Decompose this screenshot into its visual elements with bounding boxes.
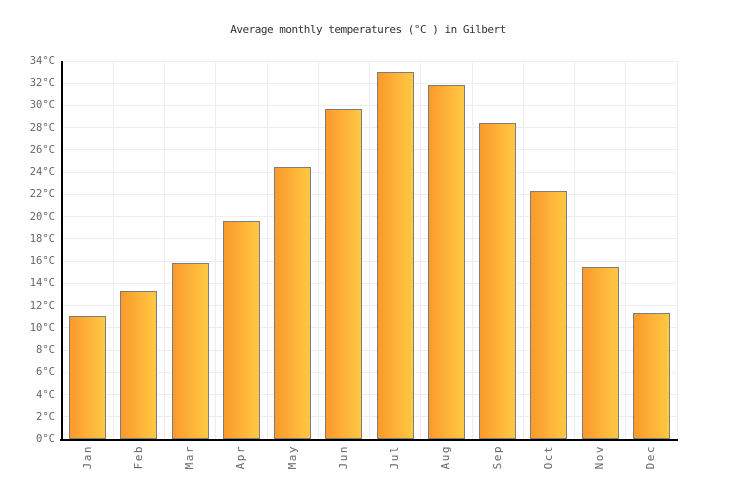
v-gridline: [625, 61, 627, 441]
x-axis-label-jan: Jan: [80, 445, 94, 470]
temp-bar-may: [274, 166, 312, 439]
v-gridline: [266, 61, 268, 441]
temp-bar-jul: [376, 72, 414, 439]
v-gridline: [215, 61, 217, 441]
x-axis-label-mar: Mar: [183, 445, 197, 470]
x-axis-label-aug: Aug: [439, 445, 453, 470]
h-gridline: [62, 193, 677, 195]
temp-bar-dec: [632, 313, 670, 439]
y-axis-label: 26°C: [29, 143, 55, 156]
v-gridline: [112, 61, 114, 441]
h-gridline: [62, 171, 677, 173]
v-gridline: [317, 61, 319, 441]
v-gridline: [471, 61, 473, 441]
v-gridline: [522, 61, 524, 441]
x-axis-label-sep: Sep: [490, 445, 504, 470]
y-axis-label: 16°C: [29, 255, 55, 268]
y-axis-label: 34°C: [29, 55, 55, 67]
temp-bar-jan: [69, 315, 107, 439]
y-axis-line: [61, 61, 63, 441]
h-gridline: [62, 82, 677, 84]
v-gridline: [676, 61, 678, 441]
x-axis-label-oct: Oct: [541, 445, 555, 470]
x-axis-label-jun: Jun: [336, 445, 350, 470]
temp-bar-feb: [120, 291, 158, 439]
y-axis-label: 18°C: [29, 232, 55, 245]
h-gridline: [62, 216, 677, 218]
h-gridline: [62, 127, 677, 129]
y-axis-label: 4°C: [36, 388, 55, 401]
y-axis-label: 2°C: [36, 410, 55, 423]
y-axis-label: 12°C: [29, 299, 55, 312]
y-axis-label: 0°C: [36, 433, 55, 445]
temp-bar-oct: [530, 191, 568, 439]
x-axis-label-dec: Dec: [644, 445, 658, 470]
v-gridline: [420, 61, 422, 441]
temp-bar-apr: [222, 221, 260, 439]
y-axis-label: 8°C: [36, 344, 55, 357]
v-gridline: [369, 61, 370, 441]
temp-bar-aug: [427, 85, 465, 439]
y-axis-label: 10°C: [29, 321, 55, 334]
x-axis-label-apr: Apr: [234, 445, 248, 470]
y-axis-label: 32°C: [29, 77, 55, 90]
y-axis-label: 14°C: [29, 277, 55, 290]
v-gridline: [164, 61, 165, 441]
temp-bar-nov: [581, 266, 619, 439]
y-axis-label: 30°C: [29, 99, 55, 112]
y-axis-label: 24°C: [29, 166, 55, 179]
y-axis-label: 22°C: [29, 188, 55, 201]
x-axis-label-jul: Jul: [388, 445, 402, 470]
y-axis-label: 6°C: [36, 366, 55, 379]
temp-bar-sep: [479, 123, 517, 439]
h-gridline: [62, 238, 677, 240]
v-gridline: [574, 61, 575, 441]
temp-bar-mar: [171, 263, 209, 439]
y-axis-label: 20°C: [29, 210, 55, 223]
x-axis-line: [60, 439, 678, 441]
x-axis-label-nov: Nov: [593, 445, 607, 470]
x-axis-label-feb: Feb: [131, 445, 145, 470]
x-axis-label-may: May: [285, 445, 299, 470]
h-gridline: [62, 60, 677, 62]
temp-bar-jun: [325, 108, 363, 439]
h-gridline: [62, 104, 677, 106]
h-gridline: [62, 260, 677, 262]
y-axis-label: 28°C: [29, 121, 55, 134]
h-gridline: [62, 149, 677, 151]
chart-title: Average monthly temperatures (°C ) in Gi…: [230, 23, 506, 36]
